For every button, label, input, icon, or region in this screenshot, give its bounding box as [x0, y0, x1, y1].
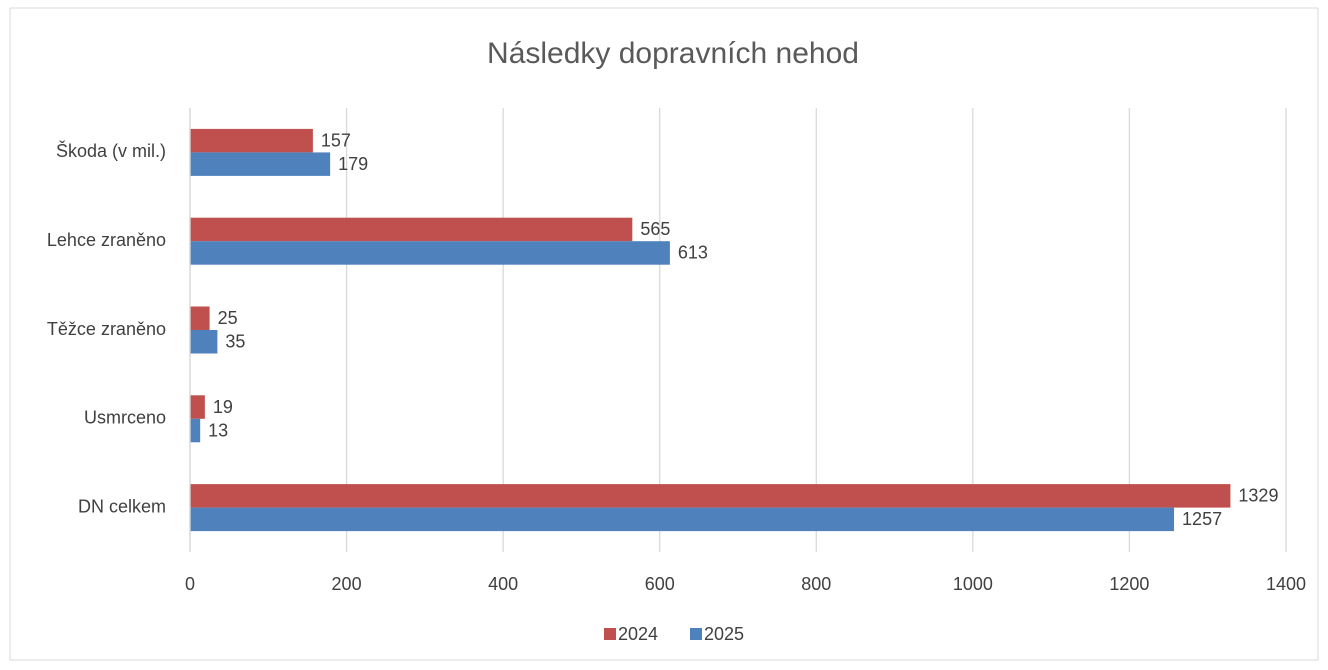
x-tick-label: 600: [645, 574, 675, 594]
y-tick-label: Usmrceno: [84, 408, 166, 428]
chart-title: Následky dopravních nehod: [487, 37, 859, 70]
legend-label: 2025: [704, 624, 744, 644]
x-tick-label: 0: [185, 574, 195, 594]
chart-border: [9, 7, 1319, 661]
bar: [190, 395, 205, 419]
y-tick-label: DN celkem: [78, 496, 166, 516]
data-label: 179: [338, 154, 368, 174]
bar: [190, 330, 218, 354]
bar: [190, 152, 331, 176]
bar: [190, 418, 201, 443]
legend-swatch: [690, 628, 702, 640]
legend-swatch: [604, 628, 616, 640]
x-tick-label: 200: [332, 574, 362, 594]
x-tick-label: 1200: [1109, 574, 1149, 594]
data-label: 13: [208, 420, 228, 440]
bar: [190, 241, 670, 265]
x-tick-label: 400: [488, 574, 518, 594]
legend-label: 2024: [618, 624, 658, 644]
data-label: 35: [225, 332, 245, 352]
bar: [190, 128, 313, 153]
x-tick-label: 1000: [953, 574, 993, 594]
bar: [190, 306, 210, 330]
y-tick-label: Lehce zraněno: [47, 230, 166, 250]
y-tick-label: Těžce zraněno: [47, 319, 166, 339]
x-tick-label: 800: [801, 574, 831, 594]
data-label: 1257: [1182, 509, 1222, 529]
bar: [190, 217, 633, 242]
bar: [190, 507, 1175, 532]
data-label: 157: [321, 130, 351, 150]
data-label: 613: [678, 243, 708, 263]
data-label: 1329: [1238, 486, 1278, 506]
data-label: 19: [213, 397, 233, 417]
x-tick-label: 1400: [1266, 574, 1306, 594]
data-label: 25: [218, 308, 238, 328]
bar: [190, 484, 1231, 508]
data-label: 565: [640, 219, 670, 239]
y-tick-label: Škoda (v mil.): [56, 140, 166, 161]
